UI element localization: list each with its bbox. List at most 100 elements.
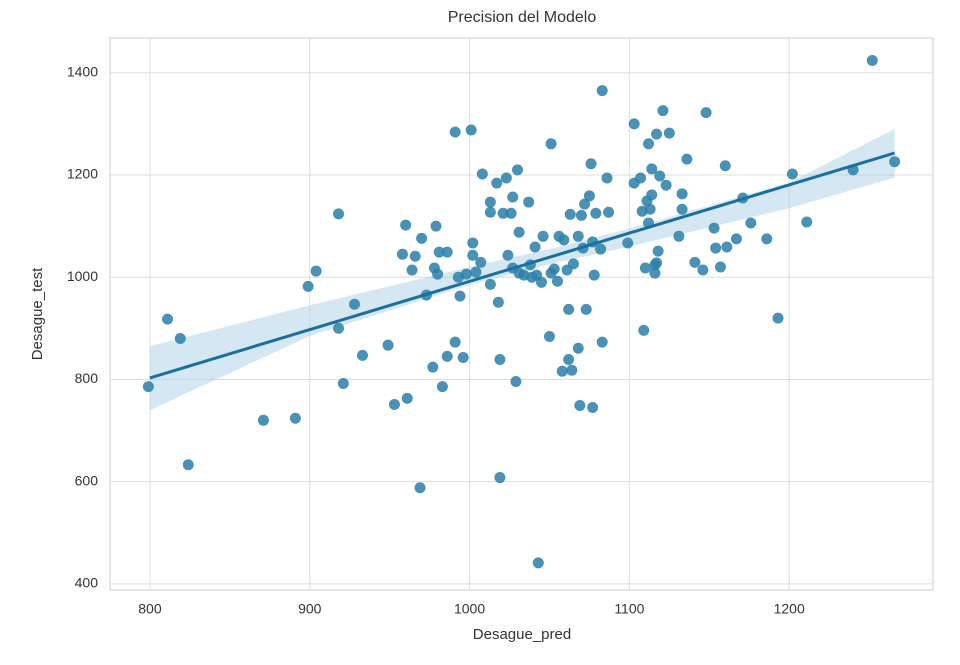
data-point <box>745 217 757 229</box>
x-tick-label: 1200 <box>774 601 805 617</box>
data-point <box>603 206 615 218</box>
data-point <box>596 85 608 97</box>
data-point <box>601 172 613 184</box>
data-point <box>585 158 597 170</box>
x-tick-label: 900 <box>298 601 322 617</box>
data-point <box>566 364 578 376</box>
data-point <box>545 138 557 150</box>
data-point <box>382 339 394 351</box>
data-point <box>414 482 426 494</box>
data-point <box>575 209 587 221</box>
data-point <box>523 196 535 208</box>
data-point <box>475 256 487 268</box>
data-point <box>657 105 669 117</box>
data-point <box>400 219 412 231</box>
data-point <box>430 220 442 232</box>
data-point <box>551 275 563 287</box>
data-point <box>441 246 453 258</box>
data-point <box>761 233 773 245</box>
data-point <box>537 230 549 242</box>
data-point <box>697 264 709 276</box>
data-point <box>432 268 444 280</box>
data-point <box>467 249 479 261</box>
data-point <box>457 351 469 363</box>
data-point <box>651 128 663 140</box>
y-tick-label: 1000 <box>67 268 98 284</box>
y-tick-label: 400 <box>75 575 99 591</box>
regression-line <box>149 151 896 380</box>
plot-frame <box>109 37 934 591</box>
data-point <box>548 263 560 275</box>
data-point <box>710 242 722 254</box>
data-point <box>484 278 496 290</box>
data-point <box>529 241 541 253</box>
data-point <box>681 153 693 165</box>
data-point <box>460 268 472 280</box>
data-point <box>567 258 579 270</box>
data-point <box>676 188 688 200</box>
data-point <box>484 206 496 218</box>
data-point <box>491 177 503 189</box>
data-point <box>622 237 634 249</box>
data-point <box>660 179 672 191</box>
data-point <box>513 226 525 238</box>
data-point <box>588 269 600 281</box>
data-point <box>580 303 592 315</box>
data-point <box>310 265 322 277</box>
data-point <box>449 126 461 138</box>
data-point <box>574 399 586 411</box>
x-axis-label: Desague_pred <box>473 626 571 643</box>
data-point <box>162 313 174 325</box>
data-point <box>492 296 504 308</box>
data-point <box>786 168 798 180</box>
data-point <box>801 216 813 228</box>
x-tick-label: 1100 <box>614 601 644 617</box>
data-point <box>628 118 640 130</box>
data-point <box>572 342 584 354</box>
data-point <box>639 262 651 274</box>
data-point <box>663 127 675 139</box>
data-point <box>652 245 664 257</box>
data-point <box>587 402 599 414</box>
data-point <box>436 381 448 393</box>
data-point <box>719 160 731 172</box>
data-point <box>433 246 445 258</box>
data-point <box>406 264 418 276</box>
data-point <box>563 353 575 365</box>
data-point <box>708 222 720 234</box>
data-point <box>866 54 878 66</box>
data-point <box>730 233 742 245</box>
data-point <box>470 266 482 278</box>
data-point <box>505 207 517 219</box>
data-point <box>476 168 488 180</box>
data-point <box>427 361 439 373</box>
data-point <box>302 280 314 292</box>
data-point <box>174 333 186 345</box>
y-tick-label: 600 <box>75 472 99 488</box>
data-point <box>388 398 400 410</box>
data-point <box>500 172 512 184</box>
data-point <box>449 336 461 348</box>
data-point <box>467 237 479 249</box>
y-axis-label: Desague_test <box>29 267 46 360</box>
data-point <box>689 256 701 268</box>
data-point <box>590 207 602 219</box>
data-point <box>337 378 349 390</box>
data-point <box>182 459 194 471</box>
data-point <box>142 381 154 393</box>
data-point <box>401 392 413 404</box>
data-point <box>889 156 901 168</box>
data-point <box>673 230 685 242</box>
x-tick-label: 1000 <box>454 601 485 617</box>
data-point <box>572 230 584 242</box>
data-point <box>510 375 522 387</box>
data-point <box>558 234 570 246</box>
data-point <box>579 198 591 210</box>
data-point <box>583 190 595 202</box>
data-point <box>556 365 568 377</box>
data-point <box>356 349 368 361</box>
data-point <box>772 312 784 324</box>
data-point <box>646 163 658 175</box>
data-point <box>563 303 575 315</box>
